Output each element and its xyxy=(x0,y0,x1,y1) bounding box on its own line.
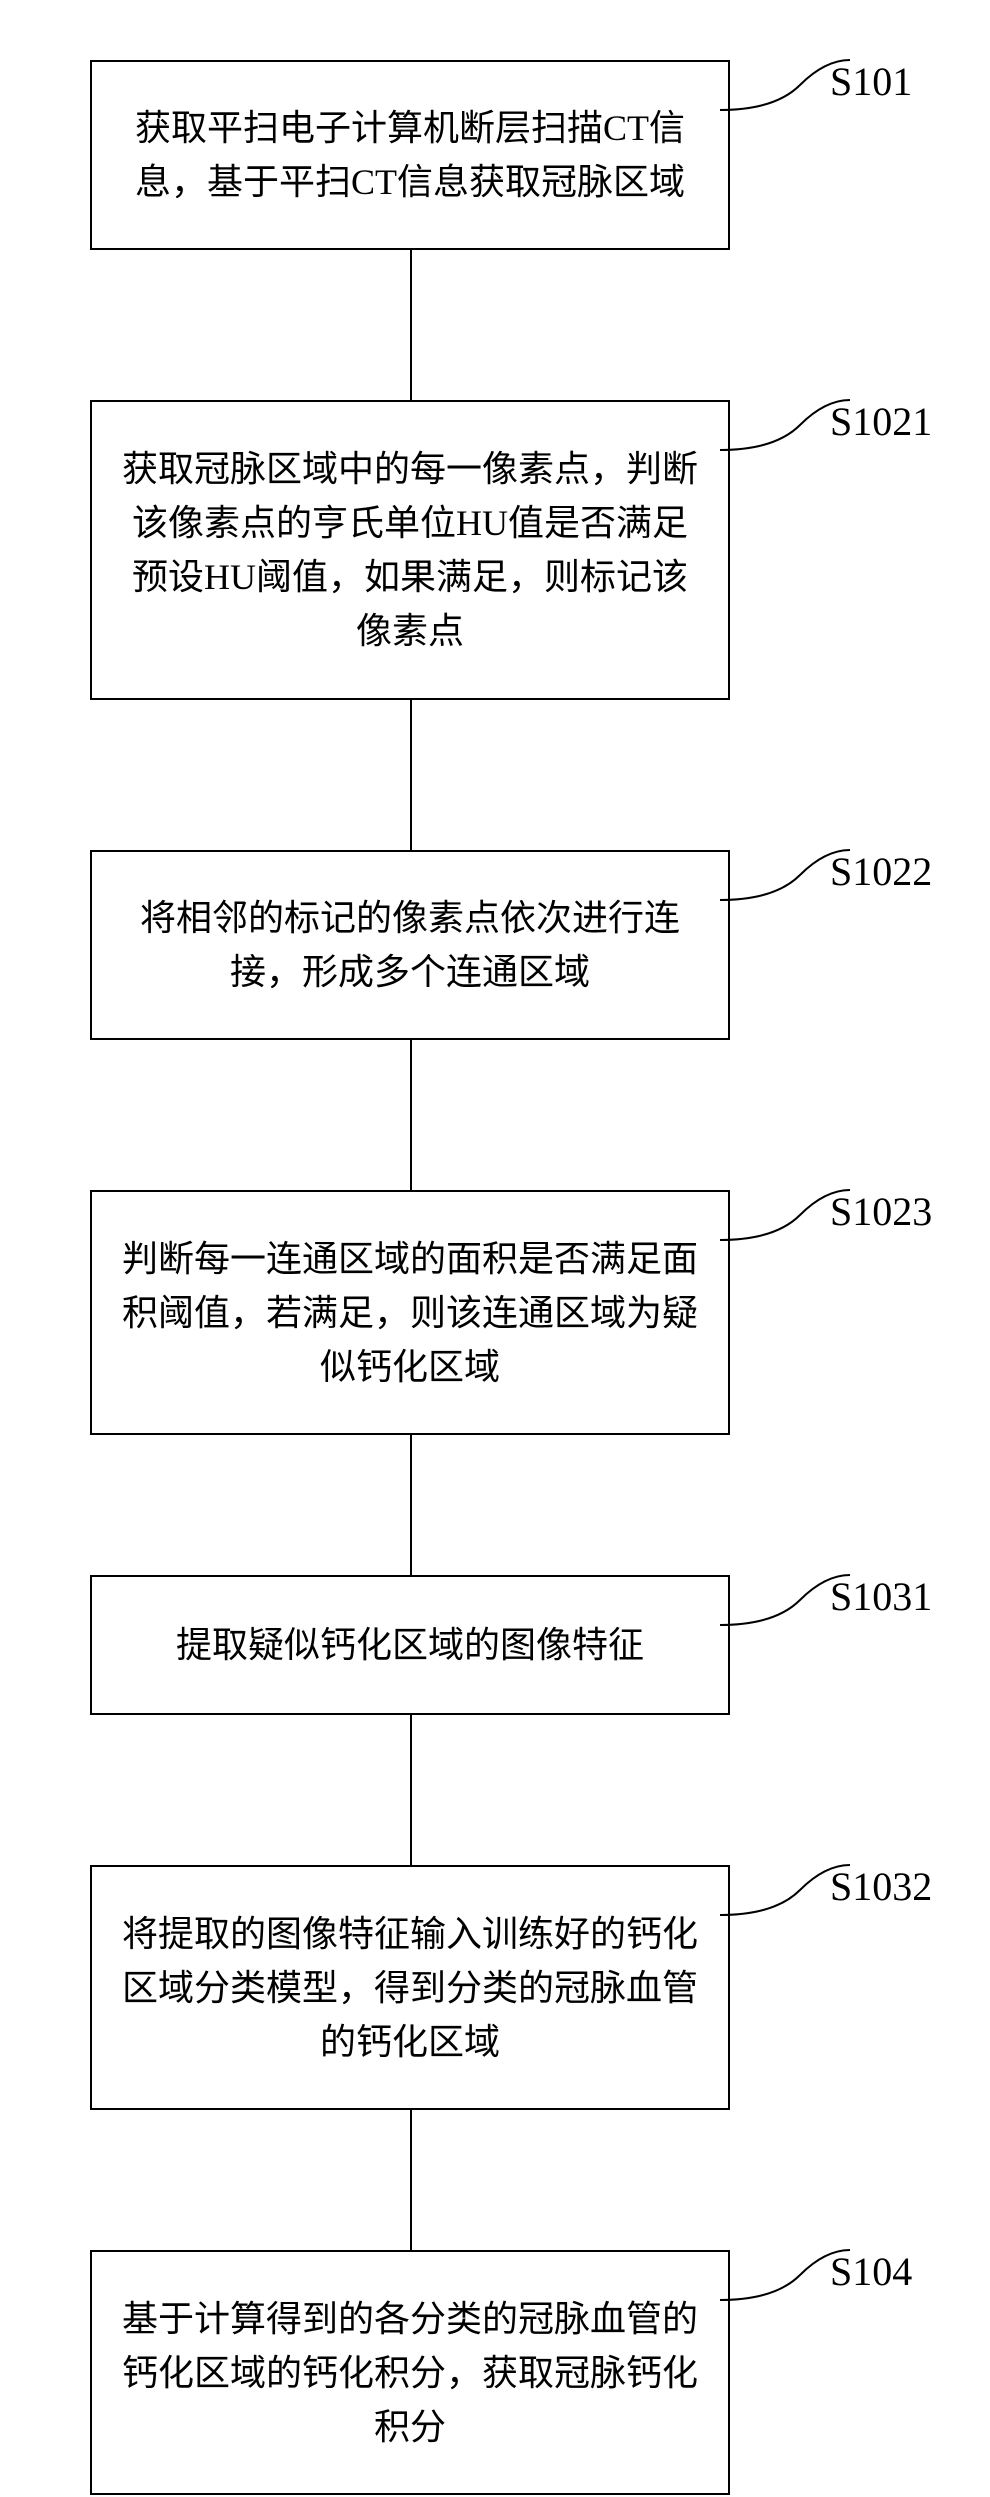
flow-node-n7: 基于计算得到的各分类的冠脉血管的钙化区域的钙化积分，获取冠脉钙化积分 xyxy=(90,2250,730,2495)
flow-node-text: 获取冠脉区域中的每一像素点，判断该像素点的亨氏单位HU值是否满足预设HU阈值，如… xyxy=(122,442,698,658)
connector xyxy=(410,1040,412,1190)
flow-node-text: 将相邻的标记的像素点依次进行连接，形成多个连通区域 xyxy=(122,891,698,999)
connector xyxy=(410,700,412,850)
step-label: S1031 xyxy=(830,1573,932,1620)
flow-node-text: 获取平扫电子计算机断层扫描CT信息，基于平扫CT信息获取冠脉区域 xyxy=(122,101,698,209)
flow-node-n5: 提取疑似钙化区域的图像特征 xyxy=(90,1575,730,1715)
flow-node-n2: 获取冠脉区域中的每一像素点，判断该像素点的亨氏单位HU值是否满足预设HU阈值，如… xyxy=(90,400,730,700)
flow-node-text: 提取疑似钙化区域的图像特征 xyxy=(176,1618,644,1672)
flow-node-n1: 获取平扫电子计算机断层扫描CT信息，基于平扫CT信息获取冠脉区域 xyxy=(90,60,730,250)
flow-node-n4: 判断每一连通区域的面积是否满足面积阈值，若满足，则该连通区域为疑似钙化区域 xyxy=(90,1190,730,1435)
step-label: S104 xyxy=(830,2248,912,2295)
step-label: S1022 xyxy=(830,848,932,895)
connector xyxy=(410,1715,412,1865)
connector xyxy=(410,2110,412,2250)
flow-node-n3: 将相邻的标记的像素点依次进行连接，形成多个连通区域 xyxy=(90,850,730,1040)
step-label: S1021 xyxy=(830,398,932,445)
step-label: S101 xyxy=(830,58,912,105)
flow-node-n6: 将提取的图像特征输入训练好的钙化区域分类模型，得到分类的冠脉血管的钙化区域 xyxy=(90,1865,730,2110)
flow-node-text: 将提取的图像特征输入训练好的钙化区域分类模型，得到分类的冠脉血管的钙化区域 xyxy=(122,1907,698,2069)
connector xyxy=(410,1435,412,1575)
flow-node-text: 判断每一连通区域的面积是否满足面积阈值，若满足，则该连通区域为疑似钙化区域 xyxy=(122,1232,698,1394)
connector xyxy=(410,250,412,400)
step-label: S1032 xyxy=(830,1863,932,1910)
step-label: S1023 xyxy=(830,1188,932,1235)
flow-node-text: 基于计算得到的各分类的冠脉血管的钙化区域的钙化积分，获取冠脉钙化积分 xyxy=(122,2292,698,2454)
flowchart-container: 获取平扫电子计算机断层扫描CT信息，基于平扫CT信息获取冠脉区域 S101 获取冠脉… xyxy=(0,0,990,2497)
